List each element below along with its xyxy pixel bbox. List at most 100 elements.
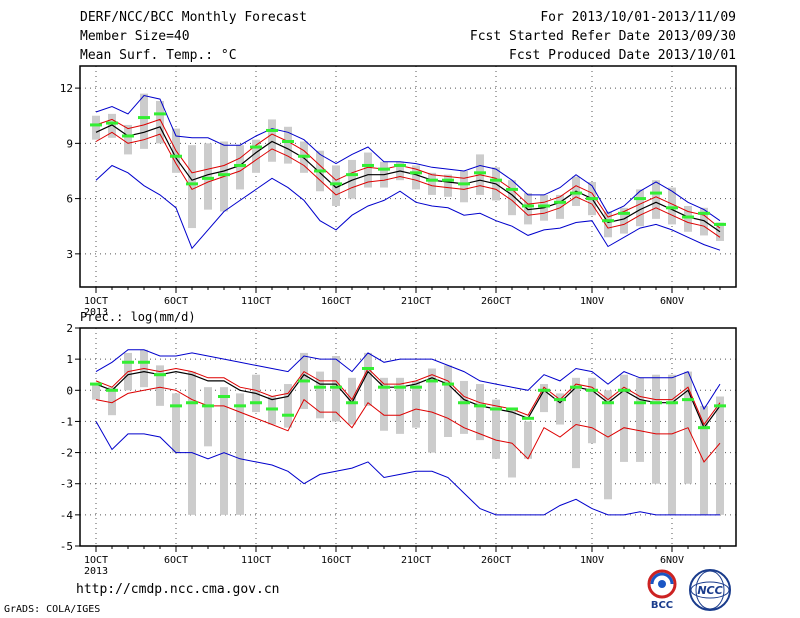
variable-label: Mean Surf. Temp.: °C <box>80 48 237 63</box>
grads-credit: GrADS: COLA/IGES <box>4 604 101 615</box>
prec-forecast-marker <box>106 388 118 392</box>
temp-range-bar <box>204 143 212 210</box>
temp-range-bar <box>140 93 148 149</box>
temp-range-bar <box>556 194 564 219</box>
temp-forecast-marker <box>538 204 550 208</box>
temp-forecast-marker <box>410 171 422 175</box>
temp-forecast-marker <box>346 173 358 177</box>
prec-forecast-marker <box>218 395 230 399</box>
prec-y-tick-label: -2 <box>60 447 73 460</box>
prec-range-bar <box>476 384 484 441</box>
temp-forecast-marker <box>186 182 198 186</box>
prec-forecast-marker <box>138 360 150 364</box>
ncc-logo-text: NCC <box>697 584 722 597</box>
prec-x-tick-label: 21OCT <box>401 555 431 566</box>
prec-x-tick-label: 6NOV <box>660 555 684 566</box>
forecast-produced-label: Fcst Produced Date 2013/10/01 <box>509 48 736 63</box>
prec-forecast-marker <box>442 382 454 386</box>
prec-forecast-marker <box>282 413 294 417</box>
temp-outer-lower-line <box>95 164 721 251</box>
temp-range-bar <box>92 115 100 140</box>
temp-forecast-marker <box>298 154 310 158</box>
prec-forecast-marker <box>522 416 534 420</box>
prec-range-bar <box>620 374 628 462</box>
temp-range-bar <box>412 165 420 190</box>
temp-range-bar <box>156 100 164 144</box>
temp-forecast-marker <box>554 200 566 204</box>
temp-range-bar <box>188 145 196 229</box>
temp-forecast-marker <box>90 123 102 127</box>
prec-range-bar <box>204 387 212 447</box>
prec-forecast-marker <box>234 404 246 408</box>
prec-ensemble-mean-line <box>95 370 721 429</box>
prec-forecast-marker <box>202 404 214 408</box>
temp-forecast-marker <box>314 169 326 173</box>
prec-range-bar <box>108 387 116 416</box>
prec-forecast-marker <box>474 404 486 408</box>
prec-forecast-marker <box>698 426 710 430</box>
prec-range-bar <box>716 396 724 515</box>
temp-forecast-marker <box>586 197 598 201</box>
temp-ensemble-mean-line <box>95 124 721 233</box>
temp-forecast-marker <box>122 134 134 138</box>
temp-x-tick-label: 16OCT <box>321 296 351 307</box>
prec-forecast-marker <box>506 407 518 411</box>
source-url[interactable]: http://cmdp.ncc.cma.gov.cn <box>76 582 280 597</box>
temp-forecast-marker <box>698 211 710 215</box>
prec-range-bar <box>492 399 500 459</box>
temp-inner-lower-line <box>95 131 721 238</box>
temp-range-bar <box>460 170 468 203</box>
temp-forecast-marker <box>506 187 518 191</box>
temp-range-bar <box>236 145 244 190</box>
temp-forecast-marker <box>522 204 534 208</box>
temp-range-bar <box>444 174 452 197</box>
prec-y-tick-label: -3 <box>60 478 73 491</box>
forecast-period-label: For 2013/10/01-2013/11/09 <box>540 10 736 25</box>
prec-range-bar <box>380 377 388 431</box>
prec-panel-title: Prec.: log(mm/d) <box>80 310 196 324</box>
prec-range-bar <box>652 374 660 484</box>
prec-y-tick-label: 0 <box>66 384 73 397</box>
temp-range-bar <box>508 180 516 216</box>
chart-title: DERF/NCC/BCC Monthly Forecast <box>80 10 307 25</box>
member-size-label: Member Size=40 <box>80 29 190 44</box>
prec-range-bar <box>668 374 676 515</box>
temp-forecast-marker <box>218 173 230 177</box>
temp-forecast-marker <box>474 171 486 175</box>
prec-forecast-marker <box>266 407 278 411</box>
temp-forecast-marker <box>602 219 614 223</box>
prec-range-bar <box>412 380 420 428</box>
prec-forecast-marker <box>538 388 550 392</box>
temp-forecast-marker <box>170 154 182 158</box>
prec-range-bar <box>396 377 404 434</box>
prec-y-tick-label: -1 <box>60 415 73 428</box>
temp-forecast-marker <box>666 206 678 210</box>
prec-forecast-marker <box>298 379 310 383</box>
temp-x-tick-label: 11OCT <box>241 296 271 307</box>
prec-x-tick-label: 1NOV <box>580 555 604 566</box>
prec-forecast-marker <box>362 366 374 370</box>
temp-y-tick-label: 12 <box>60 82 73 95</box>
bcc-logo-text: BCC <box>651 600 673 611</box>
prec-range-bar <box>348 377 356 425</box>
prec-x-tick-label: 11OCT <box>241 555 271 566</box>
prec-range-bar <box>540 384 548 413</box>
prec-inner-lower-line <box>95 386 721 463</box>
prec-range-bar <box>588 377 596 444</box>
temp-forecast-marker <box>234 163 246 167</box>
prec-forecast-marker <box>90 382 102 386</box>
prec-forecast-marker <box>250 401 262 405</box>
prec-forecast-marker <box>650 401 662 405</box>
temp-forecast-marker <box>250 145 262 149</box>
temp-forecast-marker <box>458 182 470 186</box>
temp-range-bar <box>620 207 628 234</box>
prec-range-bar <box>220 387 228 515</box>
temp-forecast-marker <box>266 128 278 132</box>
prec-range-bar <box>460 380 468 434</box>
temp-forecast-marker <box>330 182 342 186</box>
forecast-start-label: Fcst Started Refer Date 2013/09/30 <box>469 29 736 44</box>
temp-forecast-marker <box>618 211 630 215</box>
prec-y-tick-label: -5 <box>60 540 73 553</box>
prec-range-bar <box>556 393 564 425</box>
temp-forecast-marker <box>682 215 694 219</box>
